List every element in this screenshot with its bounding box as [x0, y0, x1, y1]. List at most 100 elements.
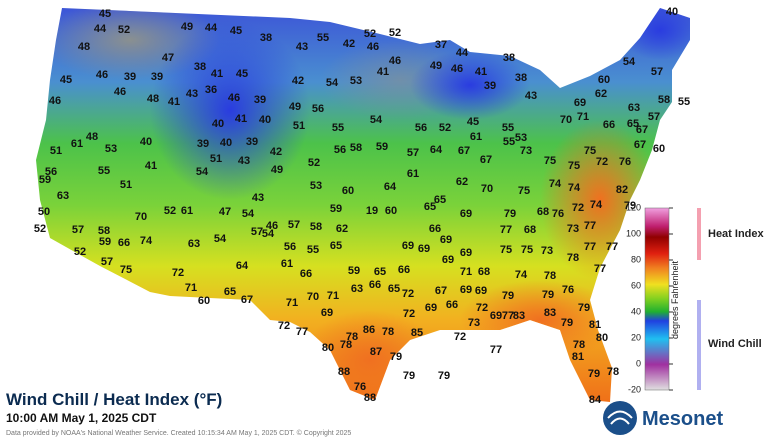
station-value: 68 [537, 206, 549, 218]
station-value: 45 [60, 74, 72, 86]
station-value: 58 [350, 142, 362, 154]
station-value: 76 [354, 381, 366, 393]
station-value: 71 [185, 282, 197, 294]
heat-index-label: Heat Index [708, 228, 765, 240]
station-value: 39 [246, 136, 258, 148]
station-value: 40 [666, 6, 678, 18]
station-value: 57 [407, 147, 419, 159]
station-value: 47 [162, 52, 174, 64]
station-value: 46 [389, 55, 401, 67]
station-value: 57 [72, 224, 84, 236]
station-value: 63 [188, 238, 200, 250]
station-value: 75 [500, 244, 512, 256]
station-value: 46 [367, 41, 379, 53]
station-value: 78 [544, 270, 556, 282]
station-value: 41 [235, 113, 247, 125]
station-value: 71 [286, 297, 298, 309]
station-value: 46 [228, 92, 240, 104]
station-value: 42 [343, 38, 355, 50]
station-value: 57 [288, 219, 300, 231]
station-value: 55 [502, 122, 514, 134]
station-value: 43 [238, 155, 250, 167]
station-value: 55 [503, 136, 515, 148]
station-value: 46 [451, 63, 463, 75]
station-value: 39 [197, 138, 209, 150]
station-value: 57 [251, 226, 263, 238]
station-value: 79 [588, 368, 600, 380]
station-value: 64 [236, 260, 249, 272]
station-value: 58 [658, 94, 670, 106]
colorbar-tick-label: 40 [631, 306, 641, 316]
logo-mark [607, 410, 633, 425]
colorbar-tick-label: -20 [628, 384, 641, 394]
station-value: 45 [230, 25, 242, 37]
station-value: 72 [572, 202, 584, 214]
station-value: 54 [623, 56, 636, 68]
station-value: 71 [460, 266, 472, 278]
station-value: 62 [595, 88, 607, 100]
station-value: 67 [634, 139, 646, 151]
station-value: 78 [567, 252, 579, 264]
station-value: 63 [628, 102, 640, 114]
station-value: 66 [300, 268, 312, 280]
colorbar [644, 207, 670, 391]
station-value: 43 [296, 41, 308, 53]
station-value: 72 [476, 302, 488, 314]
title: Wind Chill / Heat Index (°F) [6, 390, 222, 409]
station-value: 77 [490, 344, 502, 356]
station-value: 43 [252, 192, 264, 204]
station-value: 52 [34, 223, 46, 235]
station-value: 66 [446, 299, 458, 311]
station-value: 71 [577, 111, 589, 123]
station-value: 79 [438, 370, 450, 382]
station-value: 77 [584, 220, 596, 232]
station-value: 77 [584, 241, 596, 253]
station-value: 46 [266, 220, 278, 232]
station-value: 52 [164, 205, 176, 217]
station-value: 69 [460, 247, 472, 259]
station-value: 68 [524, 224, 536, 236]
station-value: 79 [542, 289, 554, 301]
station-value: 19 [366, 205, 378, 217]
station-value: 53 [105, 143, 117, 155]
station-value: 70 [560, 114, 572, 126]
station-value: 83 [544, 307, 556, 319]
station-value: 36 [205, 84, 217, 96]
station-value: 58 [98, 225, 110, 237]
station-value: 66 [118, 237, 130, 249]
station-value: 41 [168, 96, 180, 108]
station-value: 66 [369, 279, 381, 291]
station-value: 47 [219, 206, 231, 218]
station-value: 71 [327, 290, 339, 302]
station-value: 52 [308, 157, 320, 169]
station-value: 67 [241, 294, 253, 306]
station-value: 88 [338, 366, 350, 378]
station-value: 39 [254, 94, 266, 106]
station-value: 70 [307, 291, 319, 303]
station-value: 79 [390, 351, 402, 363]
station-value: 56 [312, 103, 324, 115]
station-value: 76 [552, 208, 564, 220]
station-value: 67 [480, 154, 492, 166]
station-value: 52 [439, 122, 451, 134]
station-value: 54 [262, 228, 275, 240]
station-value: 46 [114, 86, 126, 98]
station-value: 44 [94, 23, 107, 35]
station-value: 45 [236, 68, 248, 80]
station-value: 74 [568, 182, 581, 194]
station-value: 69 [321, 307, 333, 319]
station-value: 40 [212, 118, 224, 130]
station-value: 49 [430, 60, 442, 72]
station-value: 56 [334, 144, 346, 156]
station-value: 51 [50, 145, 62, 157]
station-value: 41 [145, 160, 157, 172]
station-value: 66 [603, 119, 615, 131]
station-value: 53 [350, 75, 362, 87]
station-value: 72 [403, 308, 415, 320]
station-value: 80 [322, 342, 334, 354]
station-value: 67 [435, 285, 447, 297]
station-value: 73 [468, 317, 480, 329]
station-value: 60 [198, 295, 210, 307]
station-value: 78 [346, 331, 358, 343]
